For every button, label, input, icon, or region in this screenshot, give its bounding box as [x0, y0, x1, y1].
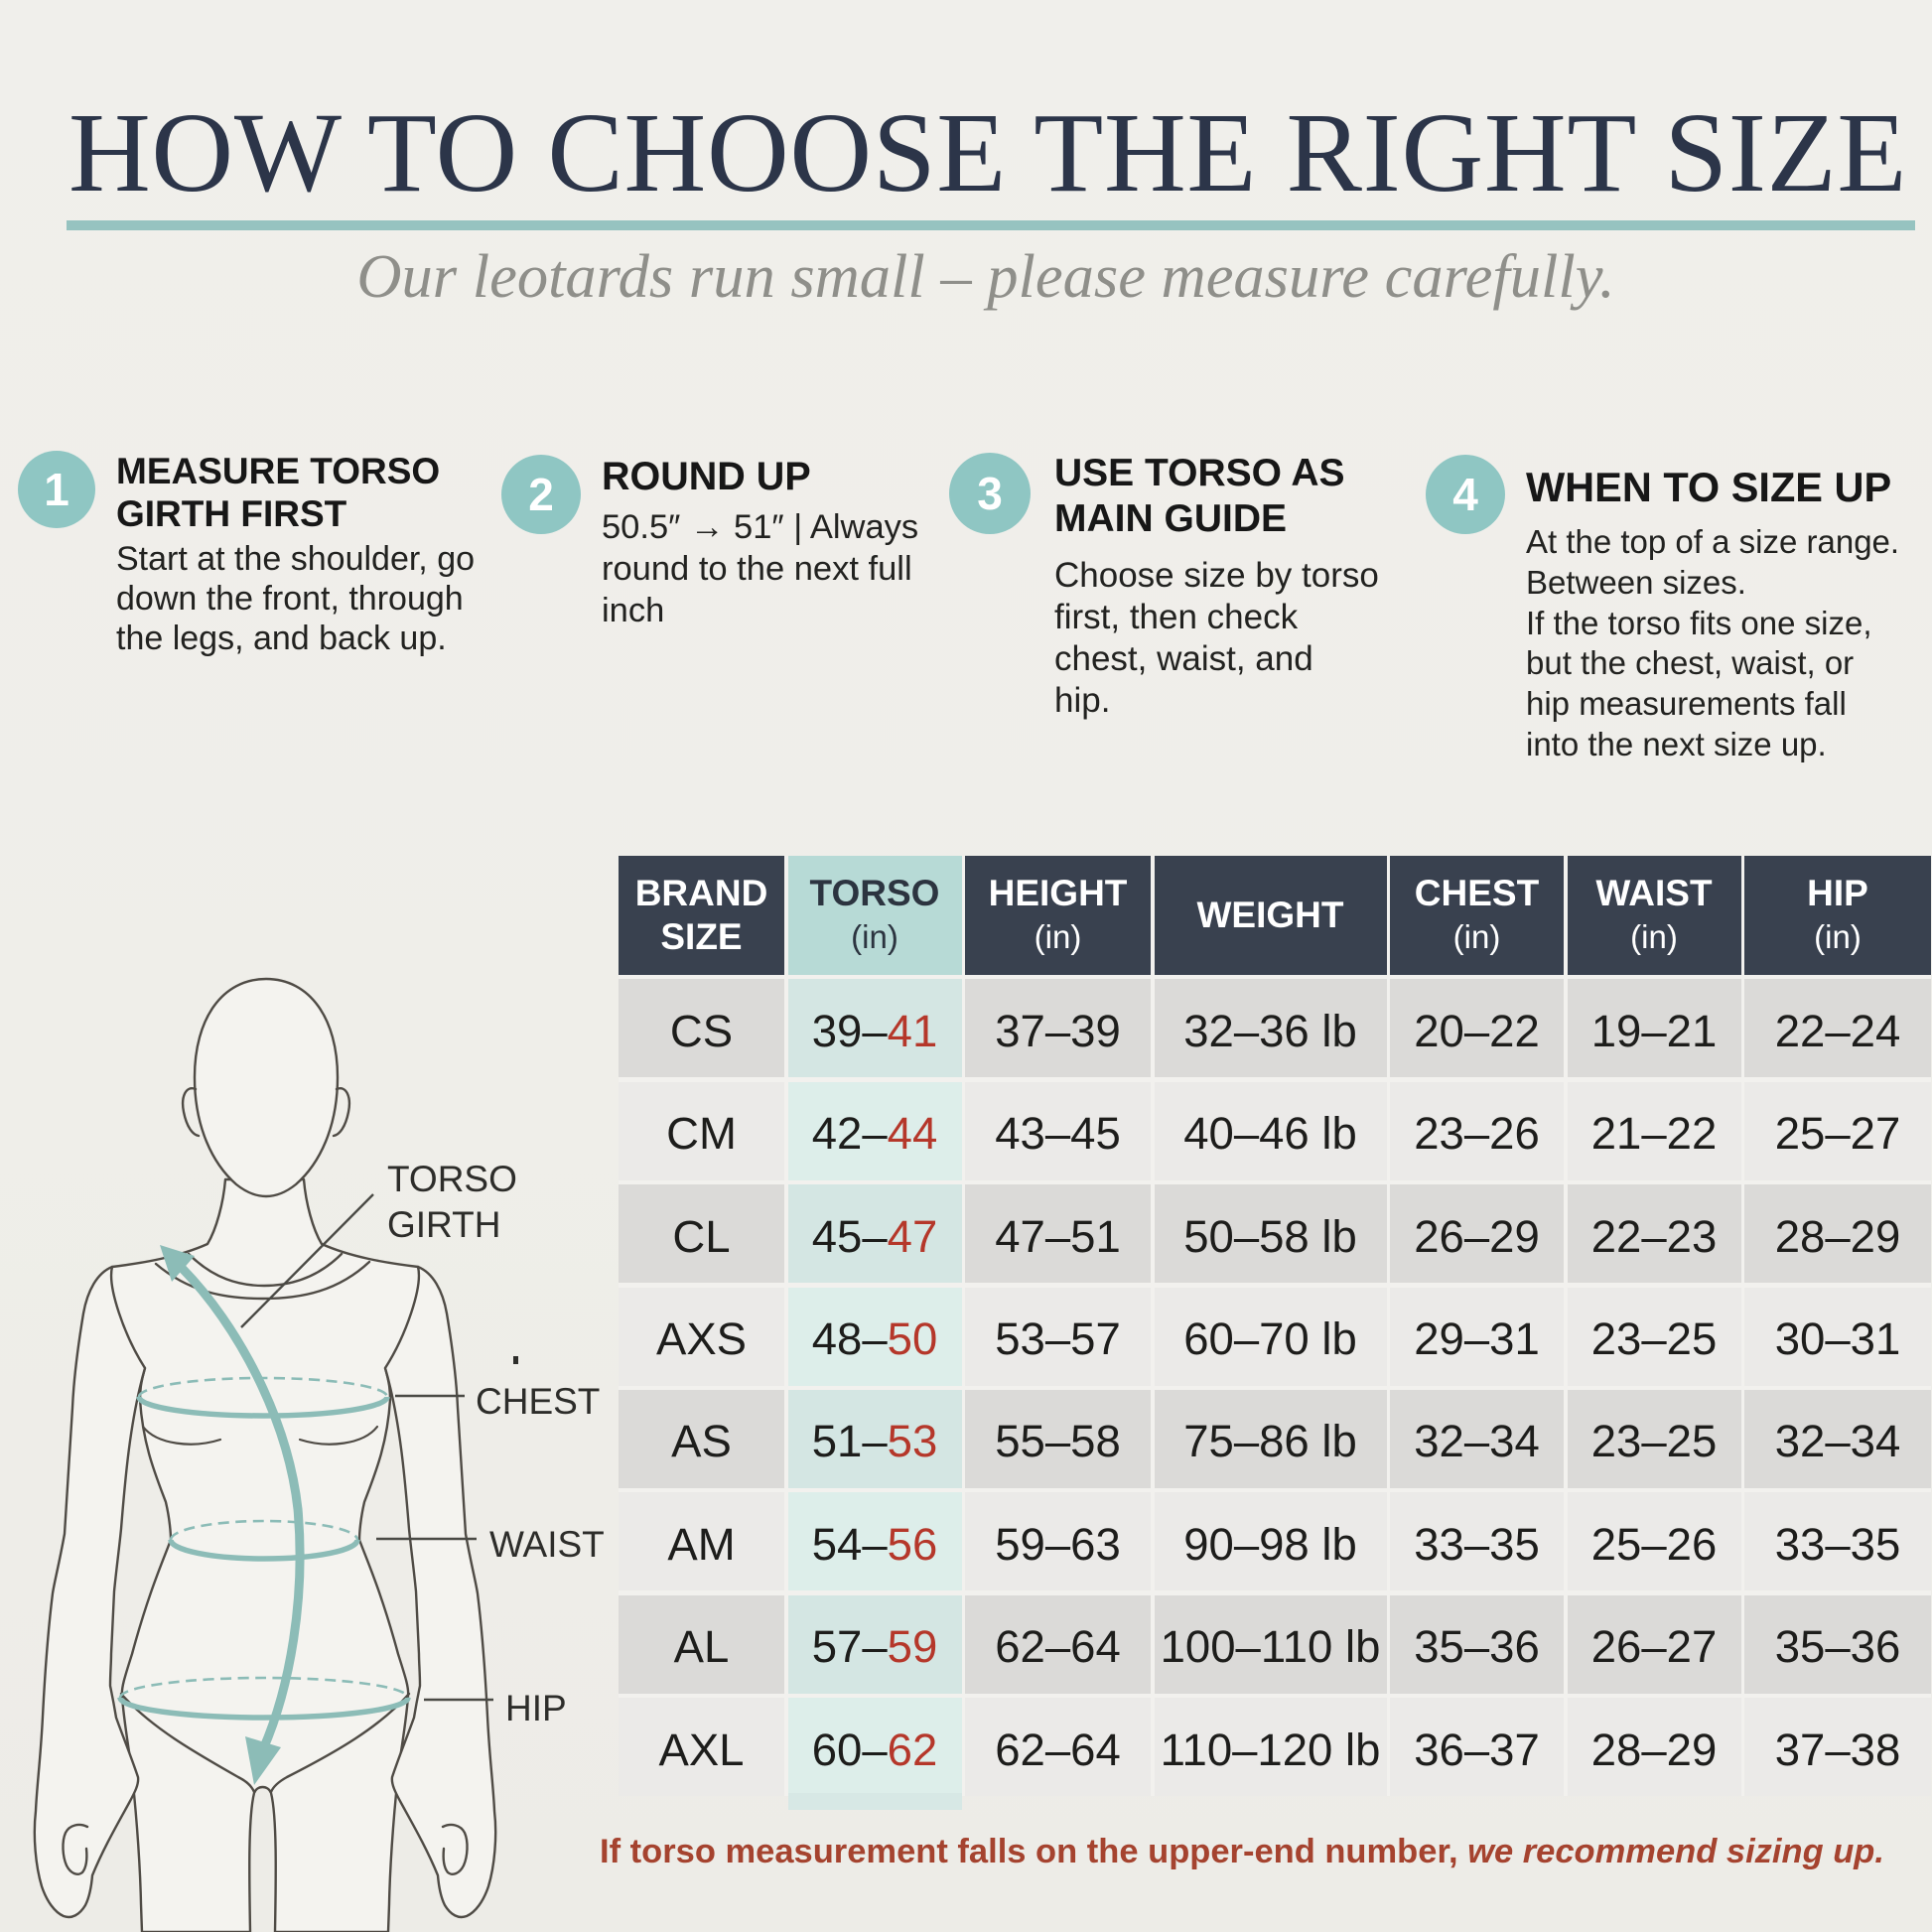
svg-text:WAIST: WAIST — [489, 1524, 605, 1565]
svg-text:HIP: HIP — [505, 1688, 567, 1728]
svg-text:GIRTH: GIRTH — [387, 1204, 500, 1245]
svg-text:CHEST: CHEST — [476, 1381, 600, 1422]
svg-text:TORSO: TORSO — [387, 1159, 517, 1199]
